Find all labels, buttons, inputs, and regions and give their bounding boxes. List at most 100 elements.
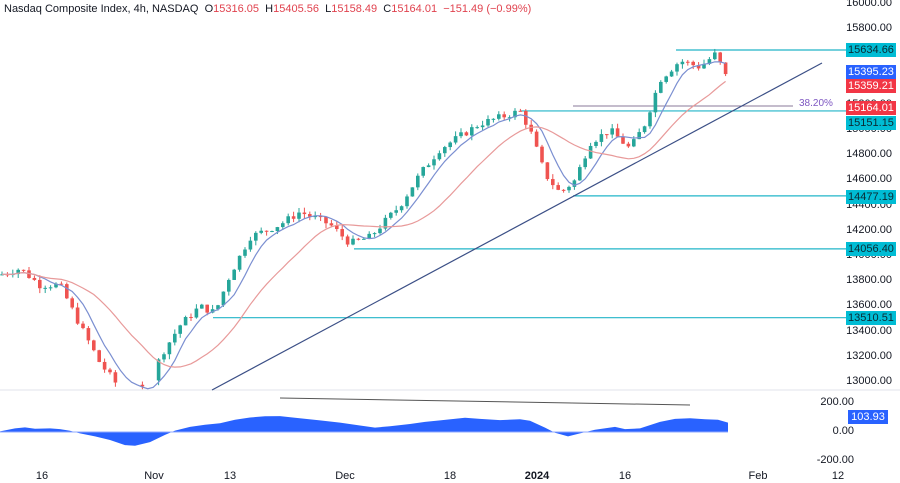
close-label: C [383, 3, 392, 15]
oscillator-tick: 200.00 [820, 396, 854, 408]
candle [470, 127, 474, 136]
price-tick: 16000.00 [846, 0, 892, 9]
candle [507, 117, 512, 119]
candle [389, 212, 393, 218]
candle [632, 139, 636, 147]
candle [426, 165, 431, 168]
candle [324, 216, 328, 224]
candle [167, 342, 172, 355]
candle [421, 167, 425, 176]
candle [264, 230, 269, 232]
time-tick: Nov [144, 470, 164, 482]
candle [156, 359, 161, 381]
oscillator-value-tag: 103.93 [848, 409, 888, 424]
candle [162, 354, 166, 360]
price-tag: 14056.40 [846, 242, 896, 256]
time-tick: 12 [831, 470, 845, 482]
candle [367, 233, 371, 239]
low-value: 15158.49 [331, 3, 378, 15]
candle [437, 153, 442, 160]
candle [54, 283, 58, 288]
candle [459, 132, 463, 137]
candle [572, 180, 577, 187]
candle [702, 63, 706, 69]
candle [70, 298, 74, 308]
candle [92, 340, 96, 351]
candle [410, 187, 415, 197]
candle [308, 214, 312, 217]
candle [696, 65, 701, 69]
candle [227, 279, 231, 292]
candle [340, 229, 344, 237]
candle [583, 158, 587, 168]
candle [302, 212, 307, 215]
candle [518, 110, 523, 112]
candle [594, 141, 598, 146]
price-tick: 13200.00 [846, 349, 892, 362]
candle [372, 233, 377, 235]
candle [394, 210, 398, 213]
candle [464, 132, 469, 136]
candle [140, 384, 145, 387]
candle [48, 287, 53, 289]
price-tick: 14600.00 [846, 173, 892, 186]
candle [664, 76, 668, 82]
candle [65, 284, 69, 299]
candle [686, 61, 690, 63]
time-tick: 2024 [524, 470, 550, 482]
candle [718, 52, 722, 63]
candle [675, 64, 679, 72]
oscillator-tick: 0.00 [832, 425, 854, 437]
candle [113, 372, 118, 383]
candle [567, 186, 571, 191]
candle [362, 238, 366, 240]
time-tick: 13 [223, 470, 237, 482]
price-tag: 15151.15 [846, 116, 896, 130]
candle [551, 179, 555, 186]
candle [183, 317, 188, 326]
time-tick: 16 [618, 470, 632, 482]
candle [291, 216, 296, 219]
candle [318, 216, 323, 218]
price-tick: 13800.00 [846, 274, 892, 287]
candle [189, 317, 193, 319]
candle [502, 114, 506, 118]
close-value: 15164.01 [391, 3, 438, 15]
candle [621, 136, 625, 144]
candle [86, 328, 91, 341]
candle [713, 52, 717, 60]
candle [416, 175, 420, 188]
price-tag: 15164.01 [846, 101, 896, 115]
candle [248, 240, 253, 250]
candle [443, 147, 447, 154]
time-tick: Dec [335, 470, 355, 482]
high-value: 15405.56 [273, 3, 319, 15]
candle [108, 369, 112, 373]
candle [97, 350, 101, 362]
candle [405, 196, 409, 207]
candle [275, 227, 280, 232]
candle [529, 124, 533, 132]
candle [313, 216, 317, 218]
price-tag: 14477.19 [846, 190, 896, 204]
open-value: 15316.05 [213, 3, 260, 15]
candle [297, 212, 301, 219]
candle [707, 59, 712, 64]
candle [173, 333, 177, 343]
candle [605, 134, 609, 136]
candle [335, 225, 339, 230]
candle [513, 110, 517, 118]
price-tag: 15634.66 [846, 43, 896, 57]
candle [653, 92, 658, 113]
ma-fast-line [1, 61, 726, 390]
candle [475, 127, 479, 129]
candle [578, 167, 582, 181]
candle [448, 142, 452, 148]
candle [486, 118, 490, 126]
candle [356, 238, 361, 240]
price-tick: 14200.00 [846, 223, 892, 236]
price-tick: 13600.00 [846, 299, 892, 312]
candle [615, 128, 620, 137]
candle [669, 71, 674, 77]
